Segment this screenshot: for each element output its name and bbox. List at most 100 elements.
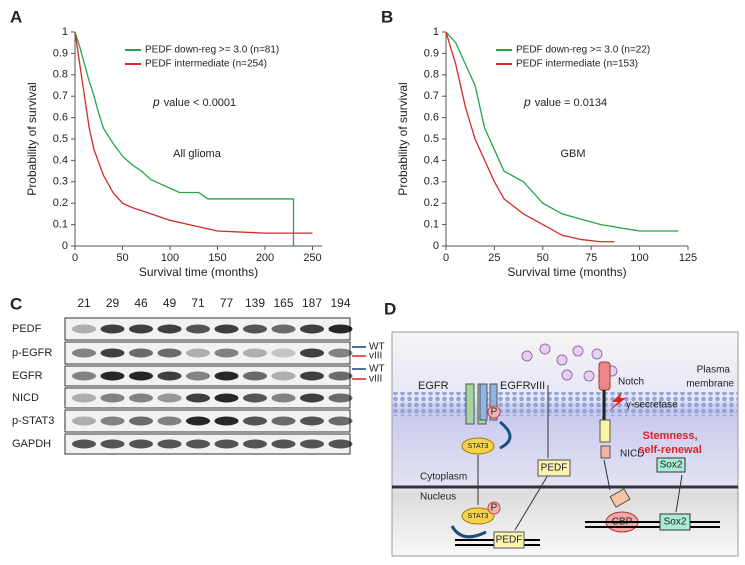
band xyxy=(328,324,353,334)
band xyxy=(214,371,239,381)
panel-label: A xyxy=(10,7,22,26)
survival-curve xyxy=(74,31,295,246)
band xyxy=(186,393,210,403)
lane-label: 46 xyxy=(134,296,148,310)
x-tick-label: 150 xyxy=(208,252,226,264)
survival-curve xyxy=(74,31,313,234)
legend-label: PEDF down-reg >= 3.0 (n=81) xyxy=(145,45,279,56)
survival-curve xyxy=(445,31,679,232)
band xyxy=(129,371,153,381)
x-tick-label: 50 xyxy=(537,252,549,264)
phospho xyxy=(487,501,501,515)
band xyxy=(328,348,353,358)
x-tick-label: 200 xyxy=(256,252,274,264)
lane-label: 165 xyxy=(273,296,293,310)
band xyxy=(186,416,210,426)
band xyxy=(157,348,182,358)
band xyxy=(271,416,296,426)
y-tick-label: 0.4 xyxy=(424,154,439,166)
band xyxy=(300,393,324,403)
band xyxy=(72,324,96,334)
western-blot: 21 29 46 49 71 77 139 165 187 194 PEDF p-EGFR EGFR NI… xyxy=(12,296,385,455)
y-tick-label: 0.1 xyxy=(53,219,68,231)
band xyxy=(157,371,182,381)
y-tick-label: 0.3 xyxy=(424,176,439,188)
band xyxy=(100,416,125,426)
band xyxy=(72,439,96,449)
x-tick-label: 100 xyxy=(630,252,648,264)
band xyxy=(271,348,296,358)
label: STAT3 xyxy=(468,513,489,520)
x-tick-label: 25 xyxy=(488,252,500,264)
arrow xyxy=(499,420,512,450)
band xyxy=(129,393,153,403)
band xyxy=(300,324,324,334)
band xyxy=(186,371,210,381)
band xyxy=(100,439,125,449)
membrane xyxy=(392,392,738,416)
lane-label: 49 xyxy=(163,296,177,310)
y-tick-label: 0.6 xyxy=(424,112,439,124)
x-axis-label: Survival time (months) xyxy=(139,265,258,279)
y-tick-label: 0.5 xyxy=(424,133,439,145)
x-axis-label: Survival time (months) xyxy=(507,265,626,279)
annotation: p value = 0.0134 xyxy=(523,95,607,109)
label: EGFR xyxy=(418,380,449,392)
lane-label: 21 xyxy=(77,296,91,310)
row-label: p-EGFR xyxy=(12,347,52,359)
row-label: PEDF xyxy=(12,323,42,335)
y-tick-label: 0.7 xyxy=(424,90,439,102)
egfrviii-receptor xyxy=(489,383,498,421)
pathway-diagram: D EGFR EGFRvIII P STAT3 Cytoplasm Nucleu… xyxy=(384,299,739,557)
band xyxy=(129,416,153,426)
label: Nucleus xyxy=(420,492,456,503)
arrow xyxy=(603,459,611,491)
y-tick-label: 0 xyxy=(62,240,68,252)
annotation-symbol: p xyxy=(523,95,531,109)
x-tick-label: 100 xyxy=(161,252,179,264)
band xyxy=(300,416,324,426)
arrow xyxy=(514,474,549,531)
row-label: p-STAT3 xyxy=(12,415,54,427)
label: PEDF xyxy=(496,535,523,546)
x-tick-label: 0 xyxy=(443,252,449,264)
label: P xyxy=(491,503,498,514)
y-tick-label: 0.3 xyxy=(53,176,68,188)
legend-label: PEDF down-reg >= 3.0 (n=22) xyxy=(516,45,650,56)
band xyxy=(243,439,267,449)
nicd xyxy=(609,488,631,508)
band xyxy=(186,348,210,358)
label: Notch xyxy=(618,377,644,388)
y-tick-label: 0.8 xyxy=(424,69,439,81)
survival-curve xyxy=(445,31,615,243)
marker-label: WT xyxy=(369,364,385,375)
label: γ-secretase xyxy=(626,400,678,411)
row-label: GAPDH xyxy=(12,438,51,450)
subtitle: All glioma xyxy=(173,148,222,160)
band xyxy=(72,416,96,426)
band xyxy=(271,371,296,381)
egfrviii-receptor xyxy=(479,383,488,421)
panel-label: C xyxy=(10,294,22,313)
label: NICD xyxy=(620,449,644,460)
label: PEDF xyxy=(541,463,568,474)
band xyxy=(271,393,296,403)
label: Stemness, xyxy=(642,430,697,442)
y-tick-label: 1 xyxy=(62,26,68,38)
lane-label: 77 xyxy=(220,296,234,310)
cleavage xyxy=(608,392,626,412)
label: Plasma xyxy=(697,365,731,376)
band xyxy=(100,393,125,403)
band xyxy=(157,439,182,449)
band xyxy=(243,393,267,403)
annotation: p value < 0.0001 xyxy=(152,95,236,109)
band xyxy=(129,439,153,449)
nicd xyxy=(600,445,611,459)
annotation-symbol: p xyxy=(152,95,160,109)
band xyxy=(129,348,153,358)
band xyxy=(72,371,96,381)
nicd xyxy=(599,419,611,443)
band xyxy=(328,393,353,403)
y-tick-label: 0.7 xyxy=(53,90,68,102)
notch xyxy=(598,361,611,391)
